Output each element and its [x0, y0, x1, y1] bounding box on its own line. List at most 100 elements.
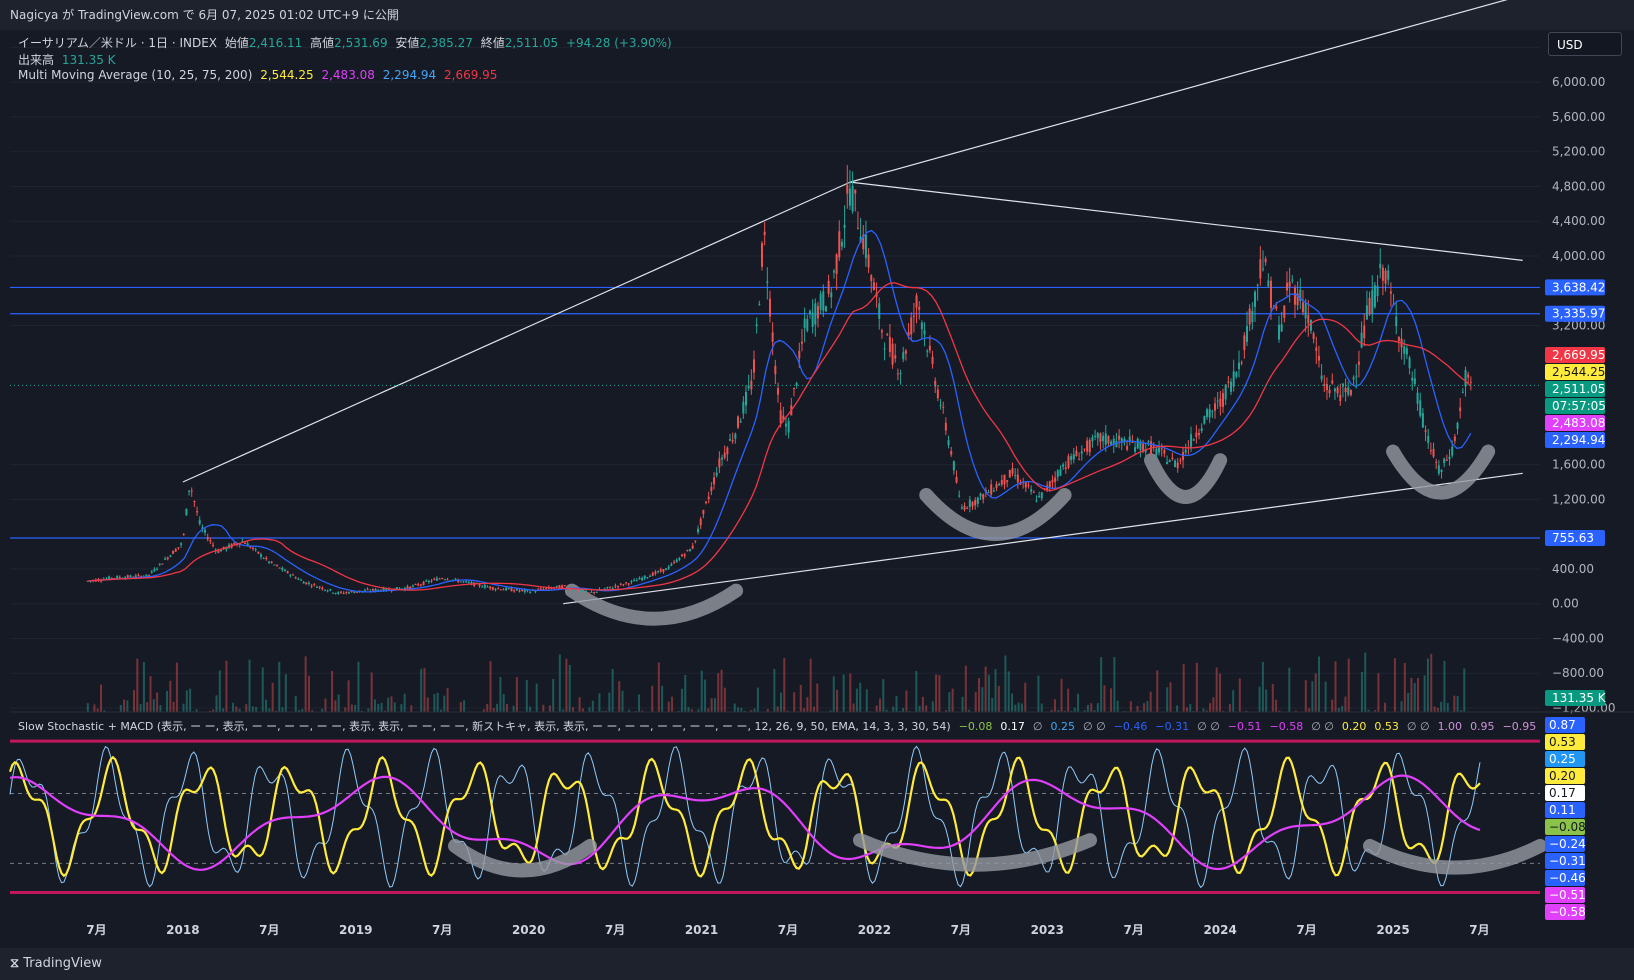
candle-body — [422, 581, 425, 585]
volume-bar — [1166, 687, 1169, 713]
candle-body — [86, 580, 89, 582]
osc-highlight-2025[interactable] — [1363, 838, 1547, 875]
candle-body — [1163, 450, 1166, 454]
candle-body — [1275, 306, 1278, 309]
candle-body — [1070, 456, 1073, 460]
x-tick-label: 7月 — [259, 923, 279, 937]
candle-body — [603, 588, 606, 590]
volume-bar — [1413, 683, 1416, 713]
candle-body — [947, 440, 950, 446]
volume-bar — [139, 704, 142, 713]
volume-bar — [855, 688, 858, 713]
candle-body — [1413, 378, 1416, 385]
osc-highlight-2022[interactable] — [853, 833, 1097, 872]
candle-body — [124, 577, 127, 579]
trendline-resistance[interactable] — [850, 181, 1523, 261]
candle-body — [156, 568, 159, 570]
candle-body — [899, 372, 902, 374]
candle-body — [1320, 375, 1323, 380]
osc-badge-bg — [1545, 853, 1585, 869]
volume-bar — [931, 701, 934, 713]
highlight-stroke-2022[interactable] — [919, 488, 1072, 541]
candle-body — [739, 421, 742, 423]
candle-body — [489, 586, 492, 589]
candle-body — [110, 577, 113, 579]
price-badge: 2,483.08 — [1552, 416, 1605, 430]
candle-body — [510, 588, 513, 592]
volume-bar — [1103, 685, 1106, 713]
candle-body — [619, 583, 622, 585]
candle-body — [233, 542, 236, 545]
volume-bar — [99, 684, 102, 713]
candle-body — [201, 527, 204, 529]
x-tick-label: 2021 — [685, 923, 718, 937]
volume-bar — [400, 704, 403, 713]
highlight-stroke-2020[interactable] — [564, 583, 744, 626]
volume-bar — [628, 709, 631, 713]
candle-body — [1283, 305, 1286, 318]
trendline-upper[interactable] — [182, 181, 851, 483]
candle-body — [1222, 393, 1225, 407]
volume-bar — [86, 703, 89, 713]
candle-body — [1166, 462, 1169, 465]
volume-bar — [1232, 690, 1235, 713]
volume-bar — [809, 658, 812, 713]
candle-body — [1168, 460, 1171, 463]
highlight-stroke-2025[interactable] — [1386, 444, 1496, 500]
highlight-stroke-2023[interactable] — [1144, 453, 1228, 504]
candle-body — [1040, 492, 1043, 499]
volume-bar — [499, 676, 502, 713]
candle-body — [1174, 460, 1177, 468]
candle-body — [734, 433, 737, 439]
volume-bar — [1393, 658, 1396, 713]
candle-body — [808, 311, 811, 315]
candle-body — [513, 590, 516, 592]
candle-body — [1371, 290, 1374, 315]
candle-body — [108, 576, 111, 580]
candle-body — [486, 586, 489, 588]
volume-bar — [1344, 696, 1347, 713]
candle-body — [587, 592, 590, 594]
candle-body — [307, 583, 310, 585]
candle-body — [481, 586, 484, 588]
osc-highlight-2020[interactable] — [448, 838, 597, 878]
trendline-upper-extension[interactable] — [850, 0, 1523, 183]
oscillator-value: 0.53 — [1374, 720, 1399, 733]
candle-body — [638, 577, 641, 580]
currency-button[interactable]: USD — [1548, 32, 1622, 56]
candle-body — [622, 584, 625, 586]
volume-bar — [1110, 688, 1113, 713]
volume-bar — [806, 697, 809, 713]
volume-bar — [842, 674, 845, 713]
volume-bar — [1334, 661, 1337, 713]
osc-badge: −0.51 — [1549, 888, 1586, 902]
volume-bar — [750, 710, 753, 713]
candle-body — [339, 591, 342, 593]
candle-body — [697, 528, 700, 533]
volume-bar — [96, 708, 99, 713]
candle-body — [883, 348, 886, 350]
candle-body — [1253, 291, 1256, 307]
candle-body — [1134, 447, 1137, 452]
candle-body — [1291, 279, 1294, 281]
volume-bar — [357, 661, 360, 713]
oscillator-value: 0.95 — [1470, 720, 1495, 733]
candle-body — [651, 572, 654, 576]
candle-body — [782, 415, 785, 420]
candle-body — [923, 330, 926, 335]
candle-body — [816, 306, 819, 319]
volume-bar — [981, 687, 984, 713]
candle-body — [1301, 302, 1304, 313]
candle-body — [926, 350, 929, 352]
candle-body — [1086, 440, 1089, 452]
candle-body — [585, 590, 588, 593]
trendline-support[interactable] — [563, 472, 1523, 605]
candle-body — [212, 544, 215, 546]
volume-bar — [1311, 681, 1314, 713]
volume-bar — [367, 708, 370, 713]
volume-bar — [1258, 686, 1261, 713]
volume-bar — [393, 702, 396, 713]
candle-body — [355, 591, 358, 593]
candle-body — [265, 557, 268, 560]
